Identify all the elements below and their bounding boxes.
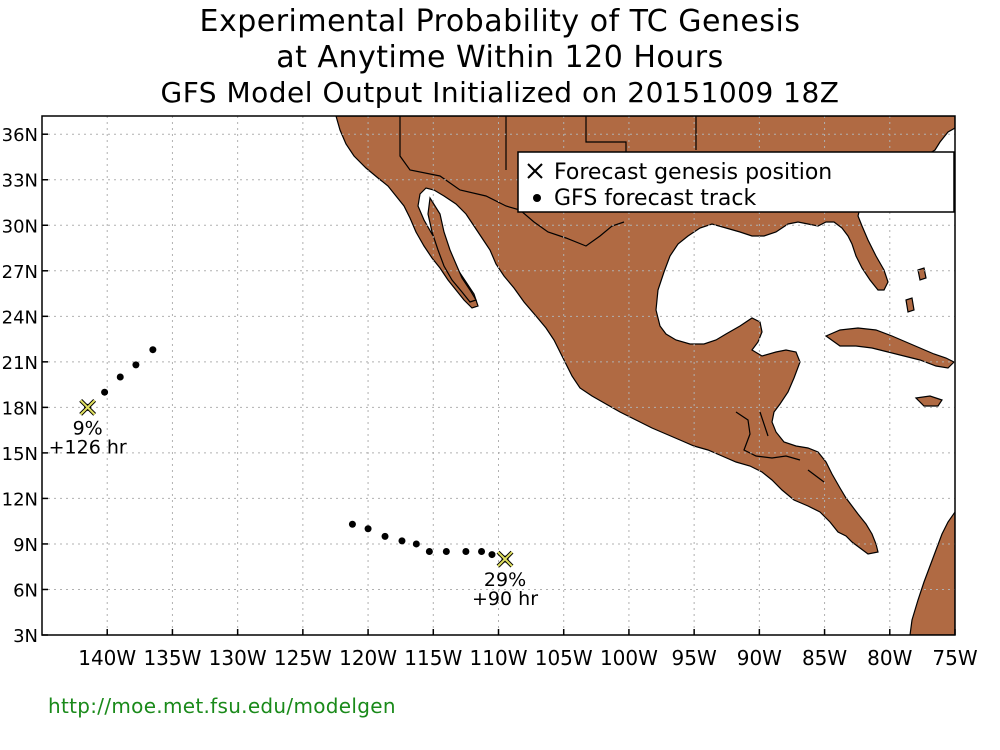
track-point bbox=[116, 373, 124, 381]
track-point bbox=[425, 548, 433, 556]
lat-tick-label: 27N bbox=[2, 262, 38, 283]
lon-tick-label: 120W bbox=[339, 646, 397, 670]
track-point bbox=[462, 548, 470, 556]
bahamas-land-2 bbox=[917, 267, 927, 281]
track-point bbox=[442, 548, 450, 556]
genesis-probability-label: 29% bbox=[484, 569, 526, 591]
lat-tick-label: 12N bbox=[2, 489, 38, 510]
legend-dot-icon bbox=[533, 194, 541, 202]
genesis-lead-time-label: +90 hr bbox=[472, 588, 538, 610]
land-masses bbox=[335, 116, 955, 635]
lon-tick-label: 130W bbox=[209, 646, 267, 670]
lat-tick-label: 33N bbox=[2, 171, 38, 192]
lat-tick-label: 30N bbox=[2, 216, 38, 237]
south-america-land bbox=[909, 510, 955, 635]
axis-ticks: 140W 135W 130W 125W 120W 115W 110W 105W 100W 95W 9… bbox=[2, 125, 978, 670]
legend-x-icon bbox=[527, 163, 543, 179]
track-point bbox=[149, 346, 157, 354]
map-title-line-3: GFS Model Output Initialized on 20151009… bbox=[160, 76, 840, 109]
source-url[interactable]: http://moe.met.fsu.edu/modelgen bbox=[48, 694, 396, 718]
lon-tick-label: 95W bbox=[672, 646, 717, 670]
lat-tick-label: 36N bbox=[2, 125, 38, 146]
lat-tick-label: 21N bbox=[2, 353, 38, 374]
lat-lon-gridlines bbox=[42, 116, 955, 635]
genesis-x-icon bbox=[79, 398, 97, 416]
track-point bbox=[348, 520, 356, 528]
track-point bbox=[478, 548, 486, 556]
baja-california-land bbox=[427, 196, 477, 303]
map-title-line-1: Experimental Probability of TC Genesis bbox=[199, 4, 801, 39]
lon-tick-label: 80W bbox=[867, 646, 912, 670]
lon-tick-label: 140W bbox=[78, 646, 136, 670]
track-point bbox=[132, 361, 140, 369]
track-point bbox=[101, 388, 109, 396]
genesis-lead-time-label: +126 hr bbox=[49, 436, 127, 458]
lon-tick-label: 90W bbox=[737, 646, 782, 670]
lat-tick-label: 6N bbox=[13, 580, 38, 601]
genesis-x-icon bbox=[496, 550, 514, 568]
lat-tick-label: 15N bbox=[2, 444, 38, 465]
lon-tick-label: 125W bbox=[274, 646, 332, 670]
lon-tick-label: 135W bbox=[143, 646, 201, 670]
track-point bbox=[398, 537, 406, 545]
legend-genesis-label: Forecast genesis position bbox=[554, 160, 832, 185]
legend: Forecast genesis position GFS forecast t… bbox=[517, 151, 955, 213]
lat-tick-label: 18N bbox=[2, 398, 38, 419]
track-point bbox=[364, 525, 372, 533]
legend-box bbox=[517, 151, 955, 213]
lon-tick-label: 105W bbox=[535, 646, 593, 670]
lat-tick-label: 3N bbox=[13, 626, 38, 647]
bahamas-land bbox=[905, 297, 915, 313]
jamaica-land bbox=[914, 395, 943, 407]
legend-track-label: GFS forecast track bbox=[554, 186, 756, 211]
track-point bbox=[412, 540, 420, 548]
genesis-probability-label: 9% bbox=[73, 417, 103, 439]
lat-tick-label: 9N bbox=[13, 535, 38, 556]
lon-tick-label: 115W bbox=[404, 646, 462, 670]
lon-tick-label: 85W bbox=[802, 646, 847, 670]
lon-tick-label: 110W bbox=[470, 646, 528, 670]
track-point bbox=[381, 532, 389, 540]
track-point bbox=[488, 551, 496, 559]
forecast-tracks: 9%+126 hr 29%+90 hr bbox=[49, 346, 538, 610]
lon-tick-label: 75W bbox=[932, 646, 977, 670]
lon-tick-label: 100W bbox=[600, 646, 658, 670]
lat-tick-label: 24N bbox=[2, 307, 38, 328]
map-title-line-2: at Anytime Within 120 Hours bbox=[276, 40, 724, 75]
